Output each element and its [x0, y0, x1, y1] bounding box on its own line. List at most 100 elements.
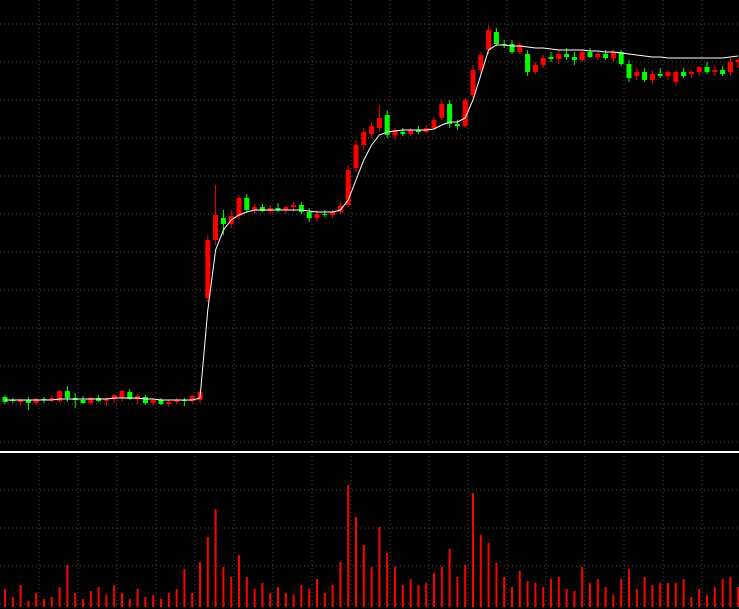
- candle-body: [150, 400, 156, 403]
- candle-body: [392, 130, 398, 135]
- candle-body: [384, 115, 390, 135]
- candle-body: [298, 205, 304, 212]
- candle-body: [57, 391, 63, 401]
- volume-bar: [721, 579, 724, 607]
- volume-bar: [472, 493, 474, 607]
- volume-bar: [167, 593, 170, 607]
- volume-bar: [175, 589, 178, 607]
- candle-body: [400, 132, 406, 134]
- candle-body: [532, 65, 538, 72]
- volume-bar: [160, 599, 162, 607]
- candle-body: [587, 52, 593, 57]
- volume-bar: [394, 567, 396, 607]
- volume-bar: [589, 583, 591, 607]
- candle-body: [626, 64, 632, 78]
- volume-bar: [269, 593, 272, 607]
- volume-bar: [518, 571, 521, 607]
- candle-body: [376, 118, 382, 128]
- candle-body: [564, 54, 570, 57]
- candle-body: [142, 397, 148, 403]
- candle-body: [447, 104, 453, 124]
- candle-body: [439, 104, 445, 118]
- candle-body: [603, 54, 609, 58]
- candle-body: [696, 67, 702, 72]
- candle-body: [704, 67, 710, 72]
- candle-body: [345, 170, 351, 205]
- volume-bar: [511, 587, 513, 607]
- volume-bar: [339, 562, 342, 607]
- candle-body: [571, 57, 577, 60]
- volume-bar: [82, 599, 84, 607]
- candle-body: [720, 70, 726, 74]
- volume-bar: [643, 577, 646, 607]
- candle-body: [361, 132, 367, 145]
- volume-bar: [425, 583, 428, 607]
- volume-bar: [43, 599, 45, 607]
- candle-body: [119, 391, 125, 398]
- candle-body: [486, 30, 492, 50]
- candle-body: [540, 58, 546, 65]
- candle-body: [322, 214, 328, 215]
- volume-bar: [690, 597, 693, 607]
- candle-body: [509, 44, 515, 52]
- volume-bar: [277, 587, 279, 607]
- volume-bar: [230, 577, 233, 607]
- candle-body: [548, 57, 554, 59]
- candle-body: [353, 145, 359, 168]
- volume-bar: [635, 589, 638, 607]
- volume-bar: [4, 589, 6, 607]
- volume-bar: [362, 545, 365, 607]
- volume-bar: [433, 573, 435, 607]
- volume-bar: [604, 587, 607, 607]
- candle-body: [49, 398, 55, 400]
- candle-body: [64, 391, 70, 398]
- candle-body: [657, 74, 663, 76]
- candle-body: [103, 399, 109, 401]
- volume-bar: [292, 595, 295, 607]
- candle-body: [306, 212, 312, 218]
- volume-bar: [706, 595, 708, 607]
- volume-bar: [479, 535, 482, 607]
- candle-body: [462, 100, 468, 126]
- candle-body: [244, 198, 250, 210]
- candle-body: [618, 52, 624, 64]
- candle-body: [727, 62, 733, 72]
- volume-bar: [74, 593, 77, 607]
- candle-body: [478, 55, 484, 70]
- volume-bar: [35, 593, 38, 607]
- volume-bar: [331, 585, 334, 607]
- volume-bar: [238, 555, 240, 607]
- volume-bar: [128, 599, 131, 607]
- candle-body: [166, 402, 172, 404]
- candle-body: [408, 130, 414, 134]
- candle-body: [158, 400, 164, 404]
- candle-body: [111, 395, 117, 399]
- volume-bar: [355, 517, 357, 607]
- candle-body: [431, 120, 437, 128]
- volume-bar: [667, 583, 669, 607]
- volume-bar: [11, 597, 14, 607]
- candle-body: [220, 218, 226, 224]
- candle-body: [205, 240, 211, 298]
- volume-bar: [300, 585, 303, 607]
- candle-body: [189, 396, 195, 401]
- volume-bar: [487, 543, 490, 607]
- candle-body: [88, 398, 94, 403]
- volume-bar: [50, 597, 53, 607]
- volume-bar: [183, 569, 186, 607]
- volume-bar: [27, 601, 30, 607]
- candle-body: [517, 45, 523, 52]
- volume-bar: [565, 589, 568, 607]
- candle-body: [283, 207, 289, 210]
- candle-body: [673, 72, 679, 82]
- volume-bar: [557, 577, 560, 607]
- volume-bar: [659, 583, 662, 607]
- volume-bar: [698, 589, 701, 607]
- volume-bar: [550, 579, 552, 607]
- volume-bar: [323, 593, 326, 607]
- volume-bar: [464, 565, 467, 607]
- volume-bar: [386, 553, 389, 607]
- volume-bar: [191, 593, 194, 607]
- candle-body: [415, 130, 421, 132]
- candle-body: [252, 207, 258, 210]
